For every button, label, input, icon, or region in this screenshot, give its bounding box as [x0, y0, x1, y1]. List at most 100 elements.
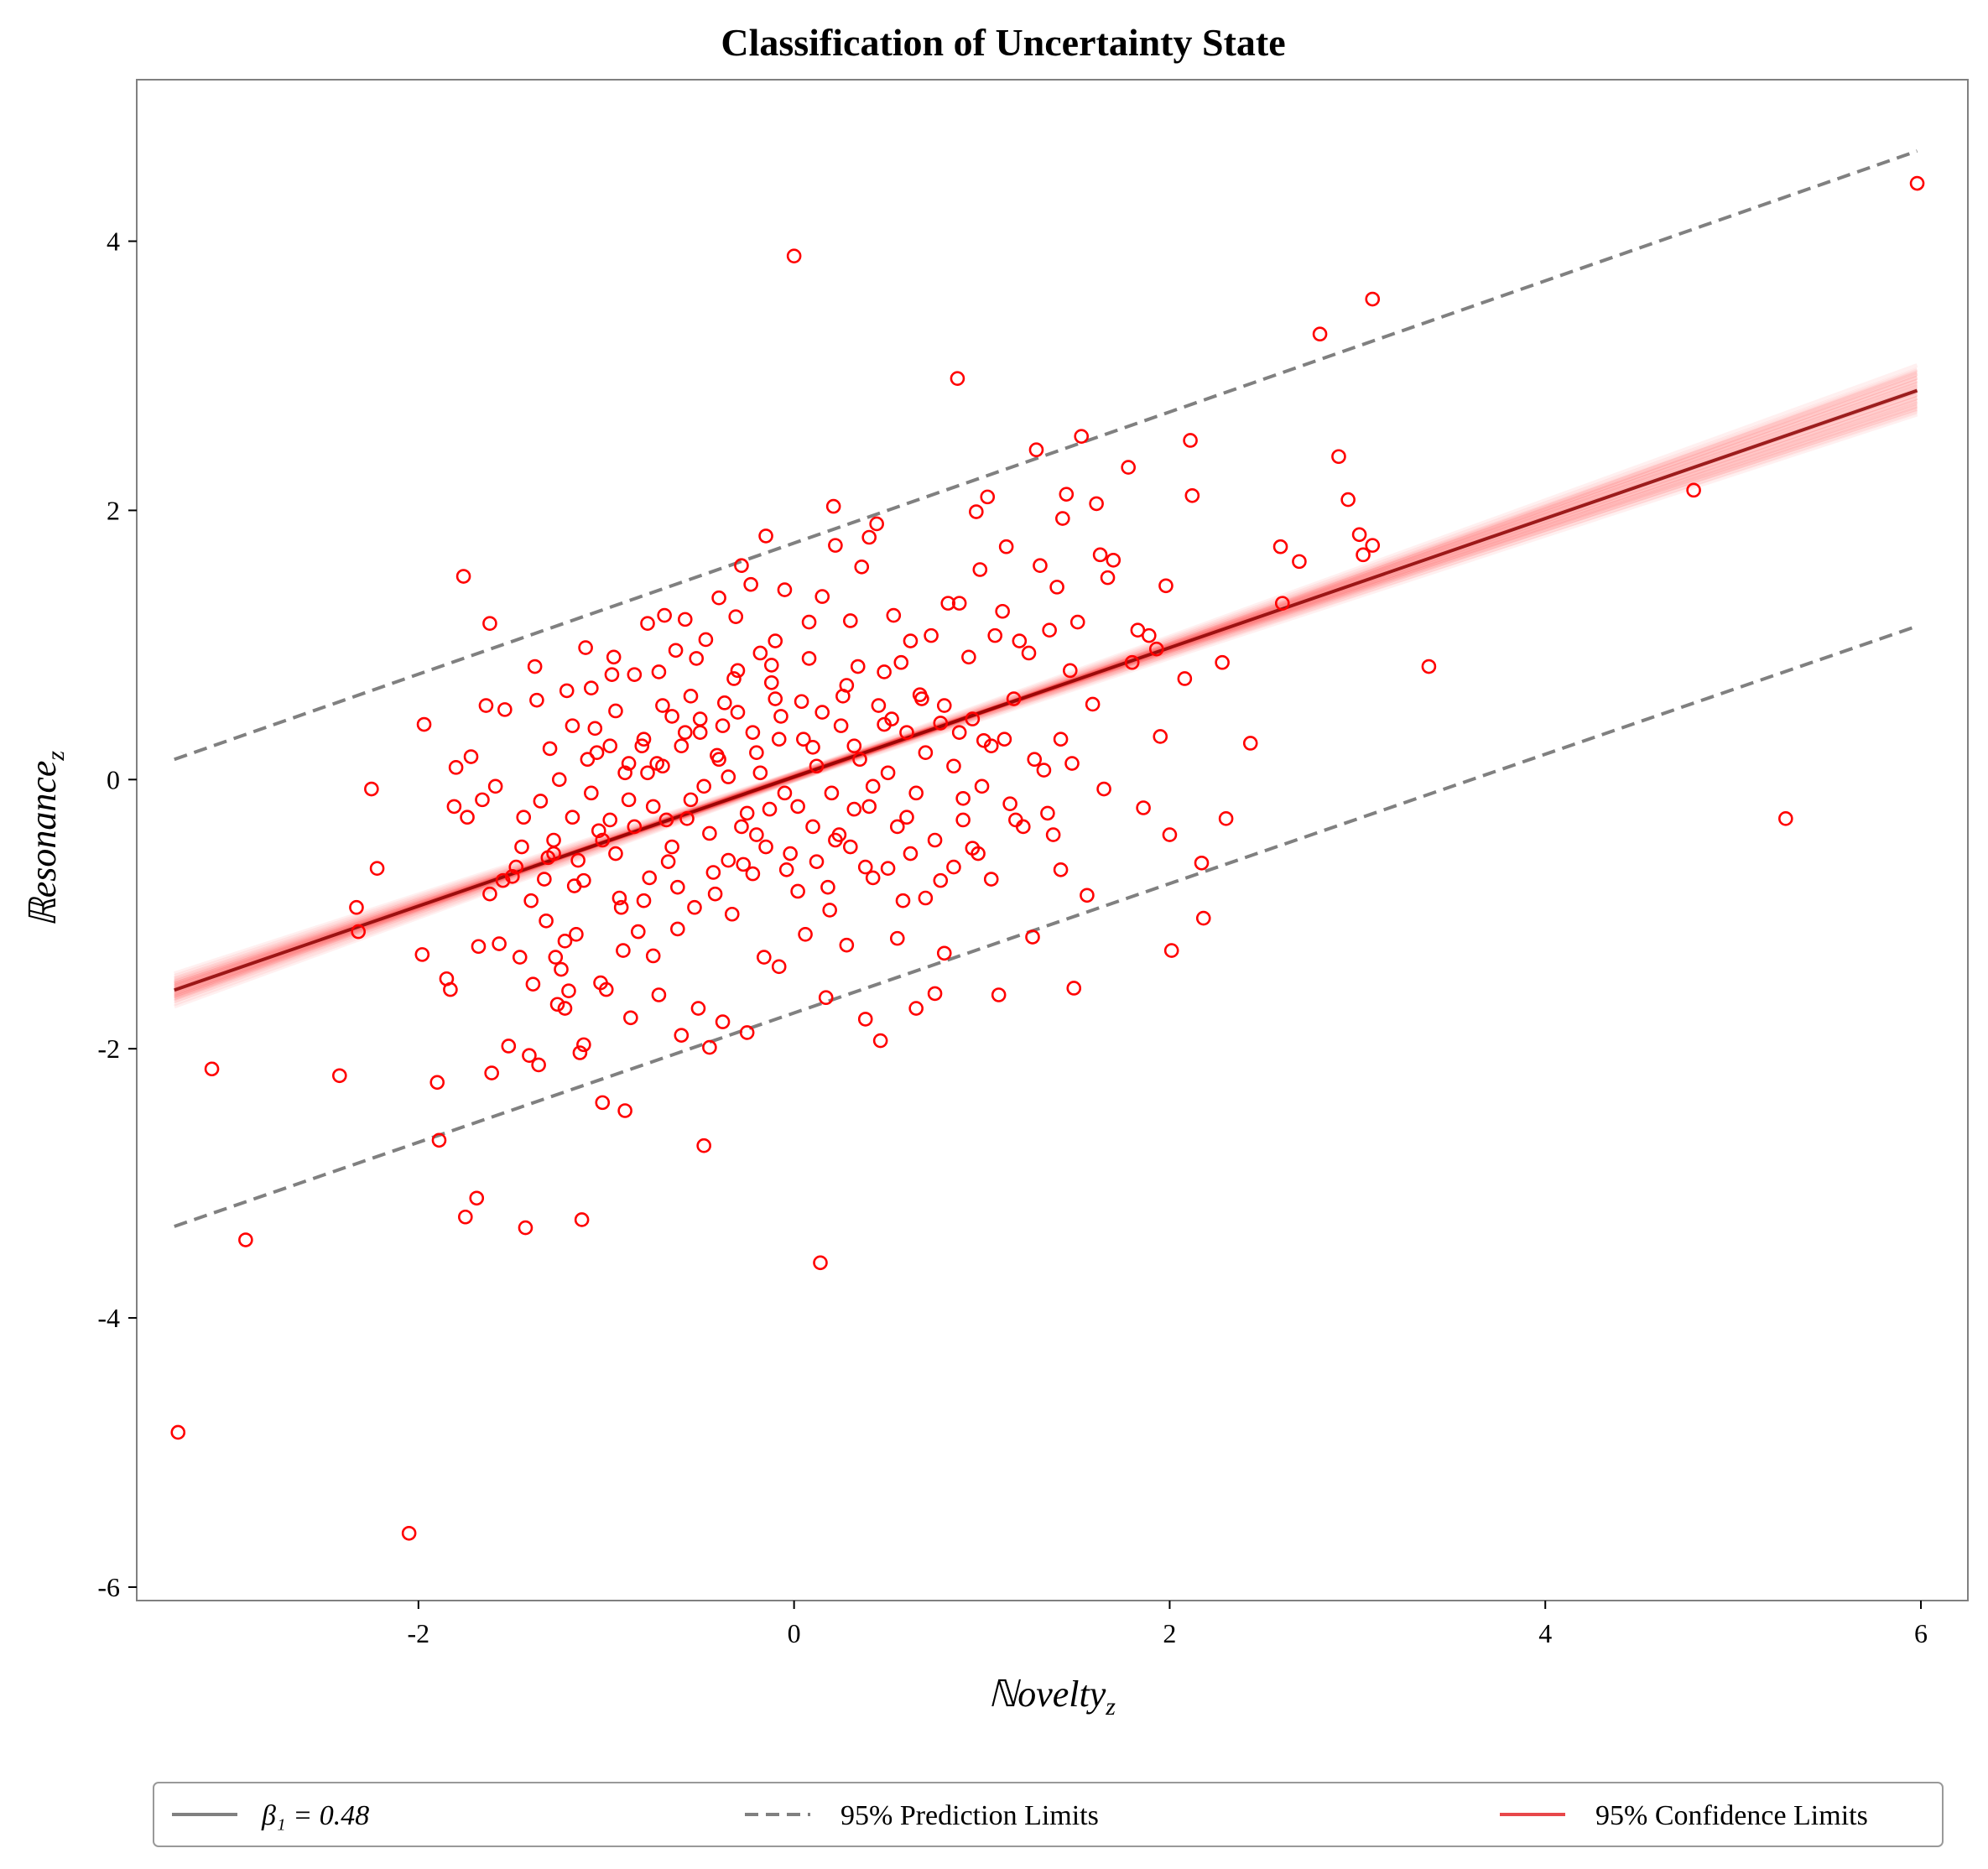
data-point — [664, 709, 679, 724]
data-point — [429, 1075, 445, 1091]
data-point — [1218, 811, 1234, 826]
data-point — [514, 839, 529, 855]
data-point — [955, 790, 971, 806]
data-point — [576, 872, 591, 888]
data-point — [721, 769, 736, 784]
data-point — [707, 886, 723, 902]
data-point — [972, 562, 988, 577]
data-point — [998, 539, 1014, 554]
data-point — [857, 1012, 873, 1027]
data-point — [1162, 827, 1178, 842]
confidence-band — [173, 363, 1918, 1009]
data-point — [927, 986, 943, 1002]
data-point — [955, 812, 971, 828]
data-point — [933, 716, 949, 731]
data-point — [539, 913, 554, 929]
data-point — [1053, 731, 1069, 747]
data-point — [606, 649, 622, 665]
data-point — [1069, 614, 1085, 630]
data-point — [1006, 691, 1022, 706]
data-point — [508, 859, 524, 875]
data-point — [1124, 654, 1140, 670]
data-point — [501, 1039, 517, 1054]
data-point — [783, 846, 798, 862]
data-point — [728, 609, 744, 624]
data-point — [598, 981, 614, 997]
data-point — [611, 890, 627, 906]
data-point — [880, 765, 896, 781]
data-point — [683, 689, 699, 704]
data-point — [482, 616, 497, 631]
data-point — [487, 778, 503, 794]
data-point — [1158, 578, 1174, 594]
data-point — [1153, 729, 1168, 744]
data-point — [749, 827, 764, 842]
y-axis-label: ℝesonancez — [23, 751, 70, 928]
data-point — [927, 832, 943, 848]
data-point — [1055, 511, 1070, 526]
data-point — [946, 758, 961, 774]
data-point — [1331, 449, 1346, 465]
prediction-limit-lower — [174, 624, 1918, 1228]
data-point — [587, 721, 603, 737]
data-point — [854, 560, 870, 575]
data-point — [828, 538, 843, 553]
prediction-limits — [174, 149, 1918, 1228]
data-point — [469, 1190, 485, 1206]
data-point — [936, 698, 952, 713]
data-point — [687, 899, 702, 915]
data-point — [762, 801, 778, 817]
data-point — [170, 1424, 186, 1440]
confidence-band-line — [173, 372, 1918, 1002]
data-point — [1686, 482, 1701, 498]
data-point — [886, 607, 902, 623]
data-point — [1272, 539, 1288, 554]
data-point — [1195, 910, 1211, 926]
data-point — [443, 981, 458, 997]
data-point — [757, 950, 772, 965]
data-point — [698, 632, 714, 648]
data-point — [995, 603, 1010, 619]
data-point — [730, 705, 746, 720]
data-point — [1177, 671, 1193, 686]
data-point — [763, 674, 779, 690]
data-point — [940, 596, 956, 611]
data-point — [1049, 580, 1064, 595]
data-point — [655, 698, 670, 713]
data-point — [798, 927, 813, 942]
data-point — [702, 825, 717, 841]
data-point — [736, 856, 751, 872]
data-point — [877, 664, 892, 679]
data-point — [1121, 460, 1136, 475]
data-point — [745, 866, 761, 882]
data-point — [801, 651, 817, 666]
prediction-limit-upper — [174, 149, 1918, 762]
data-point — [664, 839, 679, 855]
data-point — [828, 832, 843, 848]
y-tick-label: -2 — [97, 1033, 120, 1064]
data-point — [1025, 929, 1040, 945]
data-point — [914, 691, 929, 706]
data-point — [1064, 756, 1080, 771]
data-point — [790, 883, 805, 899]
data-point — [692, 725, 708, 740]
chart-title: Classification of Uncertainty State — [721, 21, 1285, 64]
data-point — [1356, 547, 1371, 563]
data-point — [833, 718, 849, 733]
data-point — [677, 725, 693, 740]
data-point — [478, 698, 494, 713]
data-point — [1274, 596, 1290, 611]
legend-prediction-label: 95% Prediction Limits — [840, 1800, 1099, 1831]
data-point — [658, 812, 674, 828]
data-point — [657, 607, 672, 623]
data-point — [551, 772, 567, 788]
data-point — [969, 504, 984, 519]
data-point — [880, 861, 896, 876]
plot-area: -2 0 2 4 6 -6 -4 -2 0 2 4 — [97, 79, 1969, 1648]
data-point — [1021, 645, 1037, 661]
data-point — [936, 945, 952, 961]
data-point — [1015, 819, 1031, 835]
data-point — [414, 947, 430, 962]
data-point — [951, 596, 967, 611]
data-point — [1080, 888, 1095, 903]
